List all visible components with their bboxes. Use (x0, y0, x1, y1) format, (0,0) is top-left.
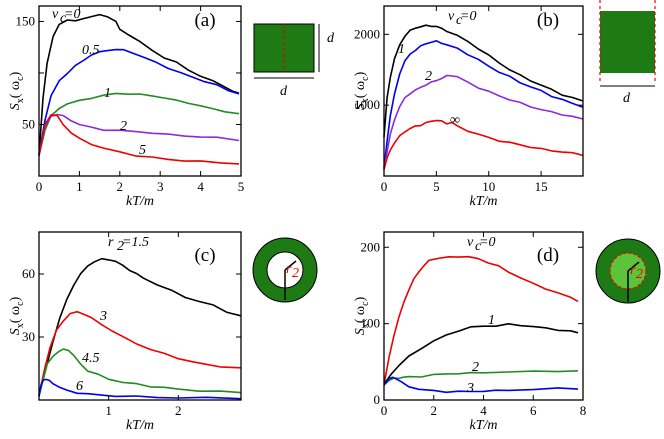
curve-label-sub: c (456, 13, 463, 28)
inset-label: d (327, 31, 335, 46)
x-tick-label: 4 (480, 403, 487, 418)
x-tick-label: 2 (117, 179, 124, 194)
x-tick-label: 10 (482, 179, 495, 194)
plot-frame (383, 5, 584, 177)
x-tick-label: 2 (431, 403, 438, 418)
curve-label: 1 (104, 86, 111, 101)
x-tick-label: 4 (197, 179, 204, 194)
series-line-2 (38, 48, 240, 155)
x-axis-label: kT/m (470, 418, 498, 433)
series-line-5 (38, 114, 240, 165)
curve-label: 2 (472, 360, 479, 375)
inset-label: d (280, 84, 288, 99)
series-line-2 (38, 310, 242, 396)
series-line-1 (38, 257, 242, 396)
y-tick-label: 200 (361, 239, 381, 254)
series-line-3 (38, 348, 242, 397)
y-tick-label: 30 (22, 329, 35, 344)
curve-label: 1 (488, 313, 495, 328)
curve-label-sub: 2 (117, 239, 124, 254)
inset-radius-arrow (284, 260, 297, 271)
panel-label: (a) (194, 10, 215, 31)
plot-frame (38, 5, 242, 177)
plot-frame (38, 231, 242, 401)
y-axis-label: Sx( ωc) (8, 296, 26, 335)
panel-label: (b) (537, 10, 559, 31)
x-tick-label: 8 (580, 403, 587, 418)
series-line-1 (383, 255, 579, 385)
x-tick-label: 3 (157, 179, 164, 194)
x-tick-label: 0 (381, 179, 388, 194)
curve-label-value: =0 (460, 9, 476, 24)
curve-label: r (108, 235, 114, 250)
curve-label: v (52, 7, 59, 22)
y-tick-label: 1000 (354, 97, 380, 112)
curve-label-sub: c (60, 11, 67, 26)
x-tick-label: 2 (175, 403, 182, 418)
y-axis-label: Sx( ωc) (8, 71, 26, 110)
series-line-1 (383, 24, 584, 138)
series-line-4 (383, 119, 584, 170)
series-line-2 (383, 323, 579, 385)
y-tick-label: 100 (361, 316, 381, 331)
curve-label: 2 (120, 119, 127, 134)
inset-label: d (623, 91, 631, 106)
x-tick-label: 5 (238, 179, 245, 194)
curve-label: v (448, 9, 455, 24)
x-tick-label: 15 (535, 179, 548, 194)
curve-label: 5 (139, 143, 146, 158)
inset-label: r (630, 263, 636, 278)
x-axis-label: kT/m (126, 194, 154, 209)
y-tick-label: 150 (16, 13, 36, 28)
series-line-4 (38, 378, 242, 400)
series-line-1 (38, 13, 240, 156)
x-axis-label: kT/m (470, 194, 498, 209)
x-tick-label: 1 (76, 179, 83, 194)
x-tick-label: 0 (381, 403, 388, 418)
inset-strip (600, 11, 655, 73)
curve-label: 1 (398, 42, 405, 57)
inset-radius-arrow (627, 261, 640, 272)
inset-label: r (286, 262, 292, 277)
inset-label-sub: 2 (292, 266, 299, 281)
curve-label: 3 (466, 381, 474, 396)
series-line-2 (383, 40, 584, 169)
y-tick-label: 2000 (354, 26, 380, 41)
panel-label: (d) (537, 245, 559, 266)
panel-b: 0 5 10 15 1000 2000 kT/m Sx( ωc) (b) v c=0 1 2 ∞ d (353, 0, 656, 209)
x-tick-label: 1 (105, 403, 112, 418)
series-line-3 (383, 370, 579, 386)
curve-label: 3 (99, 309, 107, 324)
series-line-4 (383, 376, 579, 394)
curve-label-value: =1.5 (122, 235, 149, 250)
x-tick-label: 0 (36, 179, 43, 194)
curve-label: ∞ (450, 113, 460, 128)
y-tick-label: 0 (374, 392, 381, 407)
panel-label: (c) (194, 245, 215, 266)
curve-label: v (467, 235, 474, 250)
curve-label-value: =0 (64, 7, 80, 22)
curve-label: 0.5 (82, 43, 100, 58)
y-tick-label: 50 (22, 116, 35, 131)
curve-label: 4.5 (82, 351, 100, 366)
series-line-3 (383, 74, 584, 170)
x-tick-label: 6 (530, 403, 537, 418)
x-axis-label: kT/m (126, 418, 154, 433)
y-axis-label: Sx( ωc) (353, 296, 371, 335)
curve-label: 2 (425, 69, 432, 84)
series-line-3 (38, 92, 240, 156)
y-tick-label: 60 (22, 266, 35, 281)
curve-label-sub: c (475, 239, 482, 254)
inset-label-sub: 2 (636, 267, 643, 282)
curve-label: 6 (76, 379, 83, 394)
x-tick-label: 5 (433, 179, 440, 194)
y-axis-label: Sx( ωc) (353, 71, 371, 110)
curve-label-value: =0 (479, 235, 495, 250)
